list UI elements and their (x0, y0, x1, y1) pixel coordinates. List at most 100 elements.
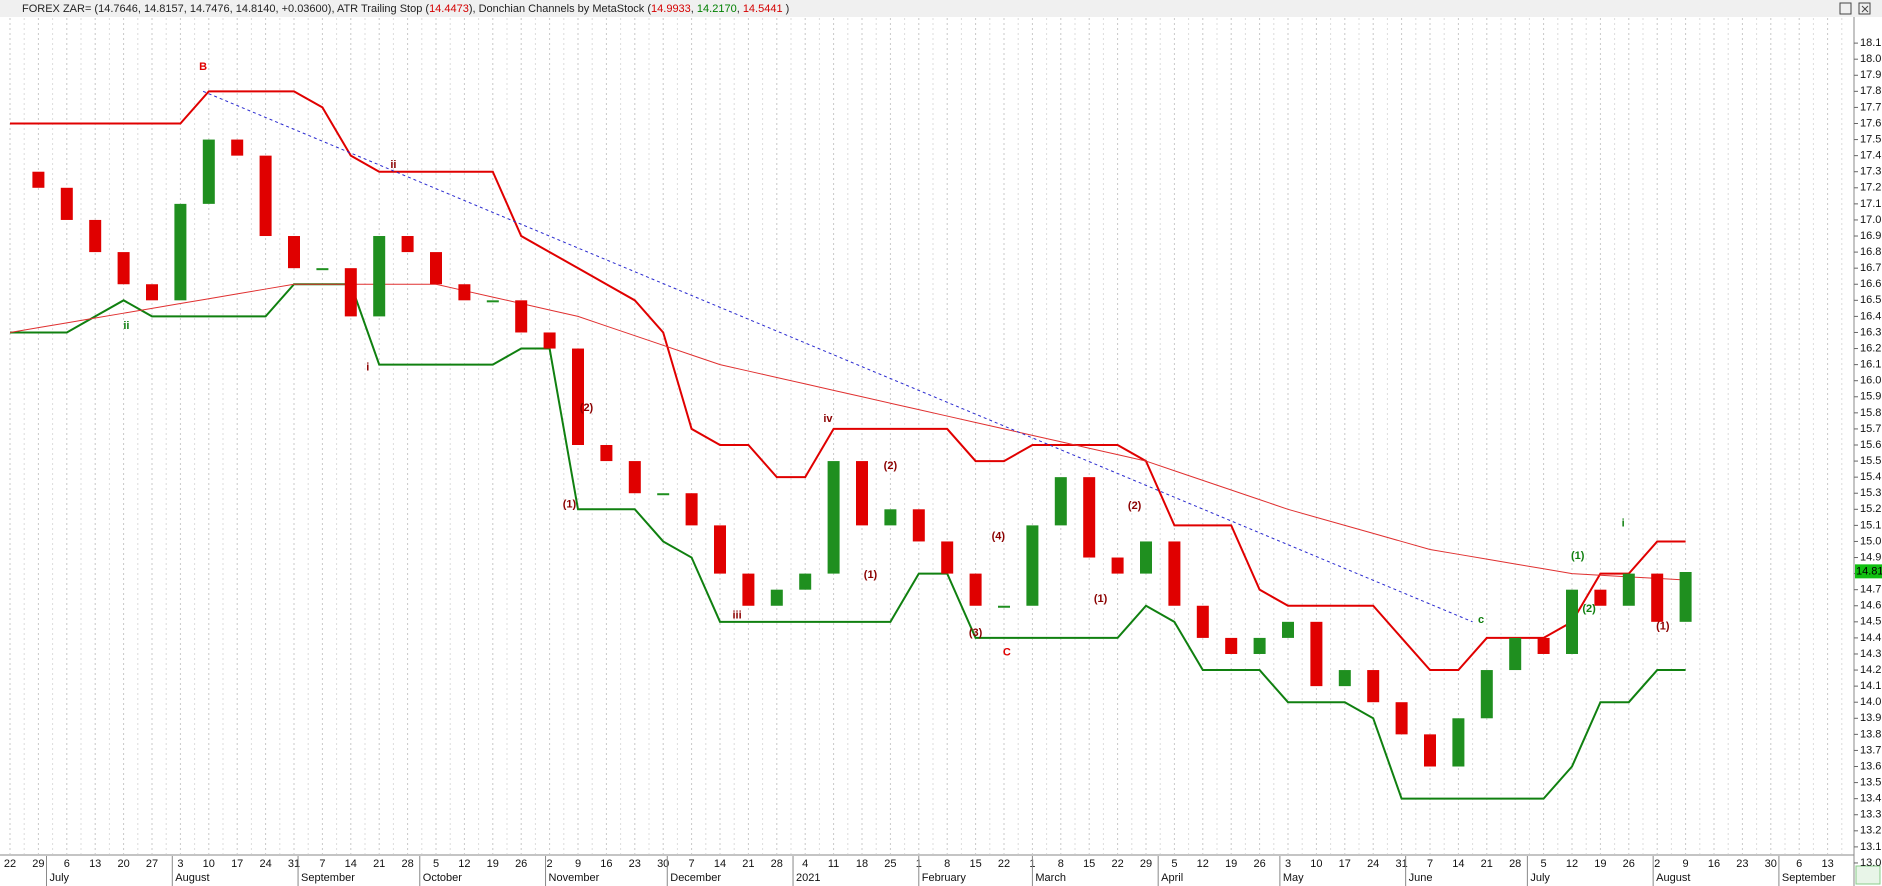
x-tick-label: 31 (288, 858, 300, 870)
x-tick-label: 8 (1058, 858, 1064, 870)
x-tick-label: 28 (1509, 858, 1521, 870)
x-tick-label: 3 (1285, 858, 1291, 870)
month-label: September (1782, 872, 1836, 884)
x-tick-label: 5 (433, 858, 439, 870)
x-tick-label: 2 (547, 858, 553, 870)
y-tick-label: 16.9 (1860, 230, 1881, 242)
y-tick-label: 13.7 (1860, 744, 1881, 756)
x-tick-label: 23 (629, 858, 641, 870)
candle (373, 236, 386, 317)
y-tick-label: 15.3 (1860, 487, 1881, 499)
y-tick-label: 16.5 (1860, 294, 1881, 306)
month-label: August (1656, 872, 1690, 884)
y-tick-label: 15.0 (1860, 535, 1881, 547)
y-tick-label: 17.0 (1860, 214, 1881, 226)
candle (430, 252, 442, 285)
header-piece: 14.9933 (651, 3, 691, 15)
x-tick-label: 14 (345, 858, 357, 870)
y-tick-label: 15.7 (1860, 423, 1881, 435)
x-tick-label: 19 (1225, 858, 1237, 870)
header-piece: 14.4473 (429, 3, 469, 15)
x-tick-label: 26 (1623, 858, 1635, 870)
x-tick-label: 11 (828, 858, 839, 870)
y-tick-label: 14.3 (1860, 648, 1881, 660)
x-tick-label: 26 (515, 858, 527, 870)
y-tick-label: 14.5 (1860, 616, 1881, 628)
candle (1196, 605, 1209, 638)
wave-label: C (1003, 646, 1011, 658)
month-label: 2021 (796, 872, 820, 884)
x-tick-label: 10 (203, 858, 215, 870)
y-tick-label: 15.5 (1860, 455, 1881, 467)
y-tick-label: 16.6 (1860, 278, 1881, 290)
x-tick-label: 31 (1395, 858, 1407, 870)
x-tick-label: 20 (117, 858, 129, 870)
x-tick-label: 18 (856, 858, 868, 870)
candle (288, 236, 300, 269)
x-tick-label: 16 (1708, 858, 1720, 870)
wave-label: (1) (1571, 550, 1585, 562)
x-tick-label: 24 (259, 858, 271, 870)
y-tick-label: 18.1 (1860, 37, 1881, 49)
x-tick-label: 6 (1796, 858, 1802, 870)
candle (202, 139, 215, 204)
restore-button[interactable] (1839, 2, 1852, 15)
month-label: April (1161, 872, 1183, 884)
candle (1054, 477, 1067, 526)
x-tick-label: 7 (689, 858, 695, 870)
candle (572, 348, 584, 445)
wave-label: ii (123, 320, 129, 332)
x-tick-label: 16 (600, 858, 612, 870)
x-tick-label: 4 (802, 858, 808, 870)
x-tick-label: 30 (1765, 858, 1777, 870)
x-tick-label: 28 (771, 858, 783, 870)
candle (515, 300, 528, 333)
x-tick-label: 2 (1654, 858, 1660, 870)
y-tick-label: 13.4 (1860, 793, 1881, 805)
candle (998, 605, 1010, 608)
x-tick-label: 28 (401, 858, 413, 870)
x-tick-label: 12 (1566, 858, 1578, 870)
x-tick-label: 19 (1594, 858, 1606, 870)
x-tick-label: 15 (1083, 858, 1095, 870)
y-tick-label: 13.6 (1860, 760, 1881, 772)
x-tick-label: 13 (89, 858, 101, 870)
wave-label: (1) (1094, 593, 1108, 605)
y-tick-label: 17.1 (1860, 198, 1881, 210)
y-tick-label: 14.2 (1860, 664, 1881, 676)
candle (1395, 702, 1408, 735)
candle (685, 493, 698, 526)
candle (600, 445, 613, 462)
y-tick-label: 17.7 (1860, 101, 1881, 113)
x-tick-label: 17 (231, 858, 243, 870)
candle (344, 268, 357, 317)
month-label: July (1530, 872, 1550, 884)
y-tick-label: 17.2 (1860, 182, 1881, 194)
candle (714, 525, 726, 574)
candle (912, 509, 925, 542)
y-tick-label: 14.9 (1860, 551, 1881, 563)
indicator-line (10, 90, 1686, 672)
indicator-line (10, 283, 1686, 800)
month-label: June (1409, 872, 1433, 884)
candle (799, 573, 812, 590)
candle (1225, 637, 1238, 654)
month-label: August (175, 872, 209, 884)
last-price-box (1855, 564, 1882, 579)
wave-label: iii (732, 609, 741, 621)
x-tick-label: 19 (487, 858, 499, 870)
candle (969, 573, 982, 606)
x-tick-label: 9 (1683, 858, 1689, 870)
wave-label: (2) (1582, 603, 1596, 615)
close-button[interactable] (1858, 2, 1871, 15)
candle (1026, 525, 1039, 606)
y-tick-label: 13.8 (1860, 728, 1881, 740)
candle (231, 139, 244, 156)
header-piece: ) (783, 3, 790, 15)
candle (146, 284, 158, 301)
corner-icon[interactable] (1855, 865, 1881, 885)
y-tick-label: 17.5 (1860, 133, 1881, 145)
header-piece: 14.2170 (697, 3, 737, 15)
x-tick-label: 3 (177, 858, 183, 870)
y-tick-label: 13.5 (1860, 776, 1881, 788)
